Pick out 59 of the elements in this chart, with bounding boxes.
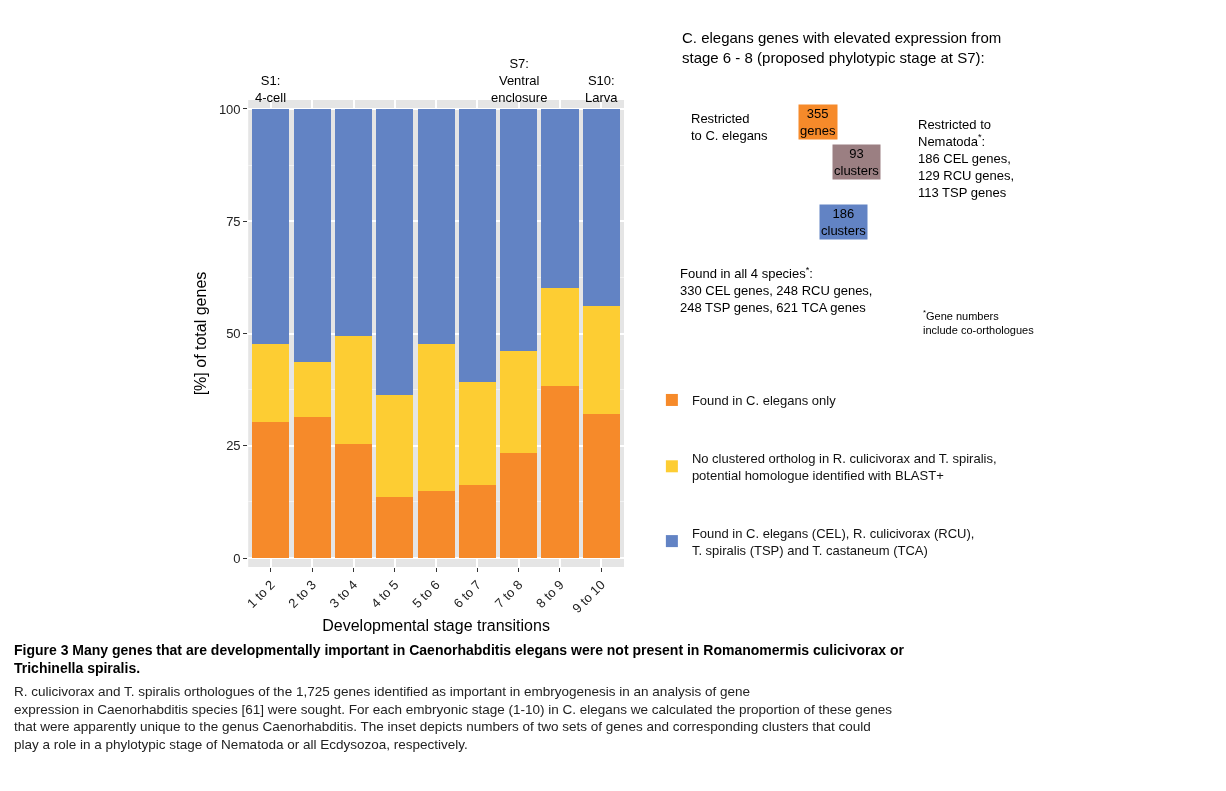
y-tick-label: 75 xyxy=(226,213,241,229)
text: C. elegans genes with elevated expression from stage 6 - 8 (proposed phylotypic stage at S7): xyxy=(682,29,1002,66)
bar xyxy=(458,108,496,382)
text: Figure 3 Many genes that are developmentally important in Caenorhabditis elegans were not present in Romanomermis culicivorax or Trichinella spiralis. xyxy=(14,642,905,677)
y-tick-label: 100 xyxy=(218,101,241,117)
bar xyxy=(334,444,373,559)
text: 186 clusters xyxy=(821,206,867,238)
legend-label: Found in C. elegans (CEL), R. culicivorax (RCU), T. spiralis (TSP) and T. castaneum (TCA) xyxy=(691,525,975,558)
annotation: S7: Ventral enclosure xyxy=(491,56,548,105)
bar xyxy=(500,453,538,559)
legend-label: Found in C. elegans only xyxy=(691,393,837,409)
x-axis-title: Developmental stage transitions xyxy=(322,616,550,634)
bar xyxy=(293,417,331,559)
x-tick-label: 3 to 4 xyxy=(326,577,361,611)
x-tick-label: 2 to 3 xyxy=(285,577,319,611)
bar xyxy=(293,361,331,418)
x-tick-label: 5 to 6 xyxy=(409,577,443,611)
bar xyxy=(582,108,620,307)
x-tick-label: 4 to 5 xyxy=(367,577,402,611)
bar xyxy=(252,108,290,344)
text: Restricted to Nematoda$^{*}$: 186 CEL genes, 129 RCU genes, 113 TSP genes xyxy=(918,117,1015,200)
text: 355 genes xyxy=(800,106,836,138)
y-tick-label: 25 xyxy=(226,438,241,454)
bar xyxy=(376,395,414,498)
x-tick-label: 6 to 7 xyxy=(450,577,485,611)
bar xyxy=(417,343,455,491)
bar xyxy=(582,306,620,415)
text: 93 clusters xyxy=(834,146,880,178)
annotation: S10: Larva xyxy=(585,73,619,105)
bar xyxy=(376,497,414,559)
x-tick-label: 7 to 8 xyxy=(491,577,526,611)
text: $^{*}$Gene numbers include co-orthologues xyxy=(923,308,1035,336)
annotation: S1: 4-cell xyxy=(255,73,287,105)
bar xyxy=(500,350,538,454)
bar xyxy=(500,108,538,351)
text: R. culicivorax and T. spiralis orthologues of the 1,725 genes identified as important in embryogenesis in an analysis of gene expression in Caenorhabditis species [61] were sought. For each embryonic stage (1-10) in C. elegans we calculated the proportion of these genes that were apparently unique to the genus Caenorhabditis. The inset depicts numbers of two sets of genes and corresponding clusters that could play a role in a phylotypic stage of Nematoda or all Ecdysozoa, respectively. xyxy=(14,684,893,752)
bar xyxy=(334,108,373,336)
x-tick-label: 8 to 9 xyxy=(533,577,567,611)
text: Restricted to C. elegans xyxy=(691,111,769,143)
x-tick-label: 1 to 2 xyxy=(244,577,278,611)
x-tick-label: 9 to 10 xyxy=(569,577,608,616)
bar xyxy=(293,108,331,362)
bar xyxy=(541,288,579,387)
bar xyxy=(541,386,579,559)
bar xyxy=(252,421,290,559)
bar xyxy=(252,343,290,422)
bar xyxy=(541,108,579,289)
bar xyxy=(458,484,496,559)
bar xyxy=(582,414,620,559)
bar xyxy=(376,108,414,396)
bar xyxy=(334,335,373,445)
y-tick-label: 0 xyxy=(233,550,241,566)
y-tick-label: 50 xyxy=(226,326,241,342)
bar xyxy=(458,382,496,485)
y-axis-title: [%] of total genes xyxy=(191,271,209,396)
text: Found in all 4 species$^{*}$: 330 CEL genes, 248 RCU genes, 248 TSP genes, 621 TCA genes xyxy=(680,265,873,316)
legend-label: No clustered ortholog in R. culicivorax and T. spiralis, potential homologue identified with BLAST+ xyxy=(691,450,997,483)
bar xyxy=(417,490,455,559)
bar xyxy=(417,108,455,344)
